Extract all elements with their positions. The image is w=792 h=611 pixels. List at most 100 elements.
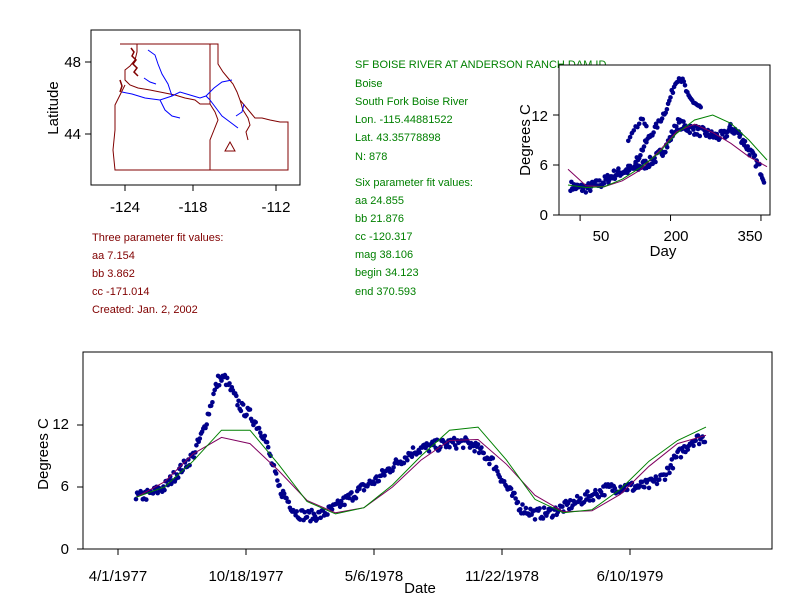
date-data-point [186,457,191,462]
day-ytick: 12 [531,108,548,125]
day-data-point [651,130,656,135]
day-data-point [640,148,646,153]
date-data-point [657,477,662,482]
date-chart-frame [82,351,773,550]
date-data-point [271,462,277,468]
date-data-point [662,477,668,483]
day-data-point [607,177,612,183]
date-data-point [211,391,216,397]
date-data-point [568,498,573,503]
date-data-point [197,436,203,441]
date-data-point [374,474,379,479]
date-data-point [625,487,630,493]
date-data-point [410,445,416,450]
day-data-point [655,125,660,130]
date-data-point [460,445,466,451]
date-data-point [642,484,647,490]
date-data-point [273,471,279,476]
six-param-mag: mag 38.106 [355,249,413,261]
date-data-point [541,505,547,511]
station-block: SF BOISE RIVER AT ANDERSON RANCH DAM ID … [355,59,606,298]
date-data-point [268,453,273,459]
date-data-point [587,498,592,503]
day-data-point [761,180,767,185]
date-data-point [670,465,676,471]
date-data-point [512,490,517,496]
day-data-point [653,159,658,165]
day-data-point [663,110,668,116]
day-data-point [668,95,673,100]
date-data-point [669,457,675,462]
day-data-point [616,166,621,171]
day-xtick: 200 [663,228,688,245]
date-data-point [175,475,181,480]
date-data-point [401,460,407,466]
six-param-title: Six parameter fit values: [355,177,473,189]
date-data-point [674,454,679,460]
date-data-point [517,507,523,512]
date-data-point [476,450,482,456]
date-xlabel: Date [404,580,436,597]
date-data-point [304,514,310,520]
date-data-point [256,425,262,431]
date-data-point [264,439,270,445]
date-data-point [443,444,449,450]
day-data-point [664,107,670,112]
date-data-point [219,378,224,383]
date-data-point [578,496,583,501]
date-data-point [493,464,499,470]
date-data-point [693,438,698,443]
date-data-point [391,465,396,470]
map-xtick: -118 [179,199,208,216]
date-data-point [702,439,708,445]
day-data-point [724,134,730,139]
date-data-point [520,502,525,507]
day-data-point [683,123,688,128]
date-data-point [405,457,410,463]
map-ytick: 48 [64,54,81,71]
station-river: South Fork Boise River [355,96,468,108]
state-boundaries [112,43,289,171]
date-data-point [353,495,359,501]
station-lat: Lat. 43.35778898 [355,132,441,144]
date-data-point [376,478,382,484]
day-data-point [664,145,670,150]
date-data-point [612,485,618,491]
date-xtick: 6/10/1979 [597,568,664,585]
six-param-begin: begin 34.123 [355,267,419,279]
date-data-point [187,462,192,468]
date-data-point [451,435,457,441]
rivers [121,49,245,129]
day-chart: 50 200 350 0 6 12 Day Degrees C [517,64,771,260]
day-data-point [681,79,687,84]
day-data-point [742,139,748,144]
date-data-point [497,474,503,480]
date-data-point [537,506,542,511]
date-data-point [487,461,492,467]
date-xtick: 5/6/1978 [345,568,403,585]
six-param-bb: bb 21.876 [355,213,404,225]
date-data-point [678,455,684,460]
date-xtick: 10/18/1977 [208,568,283,585]
date-data-point [318,515,324,521]
map-ticks [85,61,277,191]
three-param-title: Three parameter fit values: [92,232,223,244]
date-data-point [417,450,423,455]
date-data-point [696,441,702,447]
date-data-point [144,497,149,502]
day-data-point [644,123,649,129]
day-data-point [681,119,686,124]
day-xtick: 50 [593,228,610,245]
day-data-point [752,153,758,158]
date-data-point [646,485,652,491]
day-data-point [697,133,703,139]
day-data-point [659,116,665,121]
date-data-point [602,493,607,498]
date-ylabel: Degrees C [35,418,52,490]
day-data-point [691,127,696,132]
day-data-point [597,178,602,183]
date-data-point [346,495,352,501]
day-data-point [638,153,643,158]
date-data-point [472,449,477,454]
